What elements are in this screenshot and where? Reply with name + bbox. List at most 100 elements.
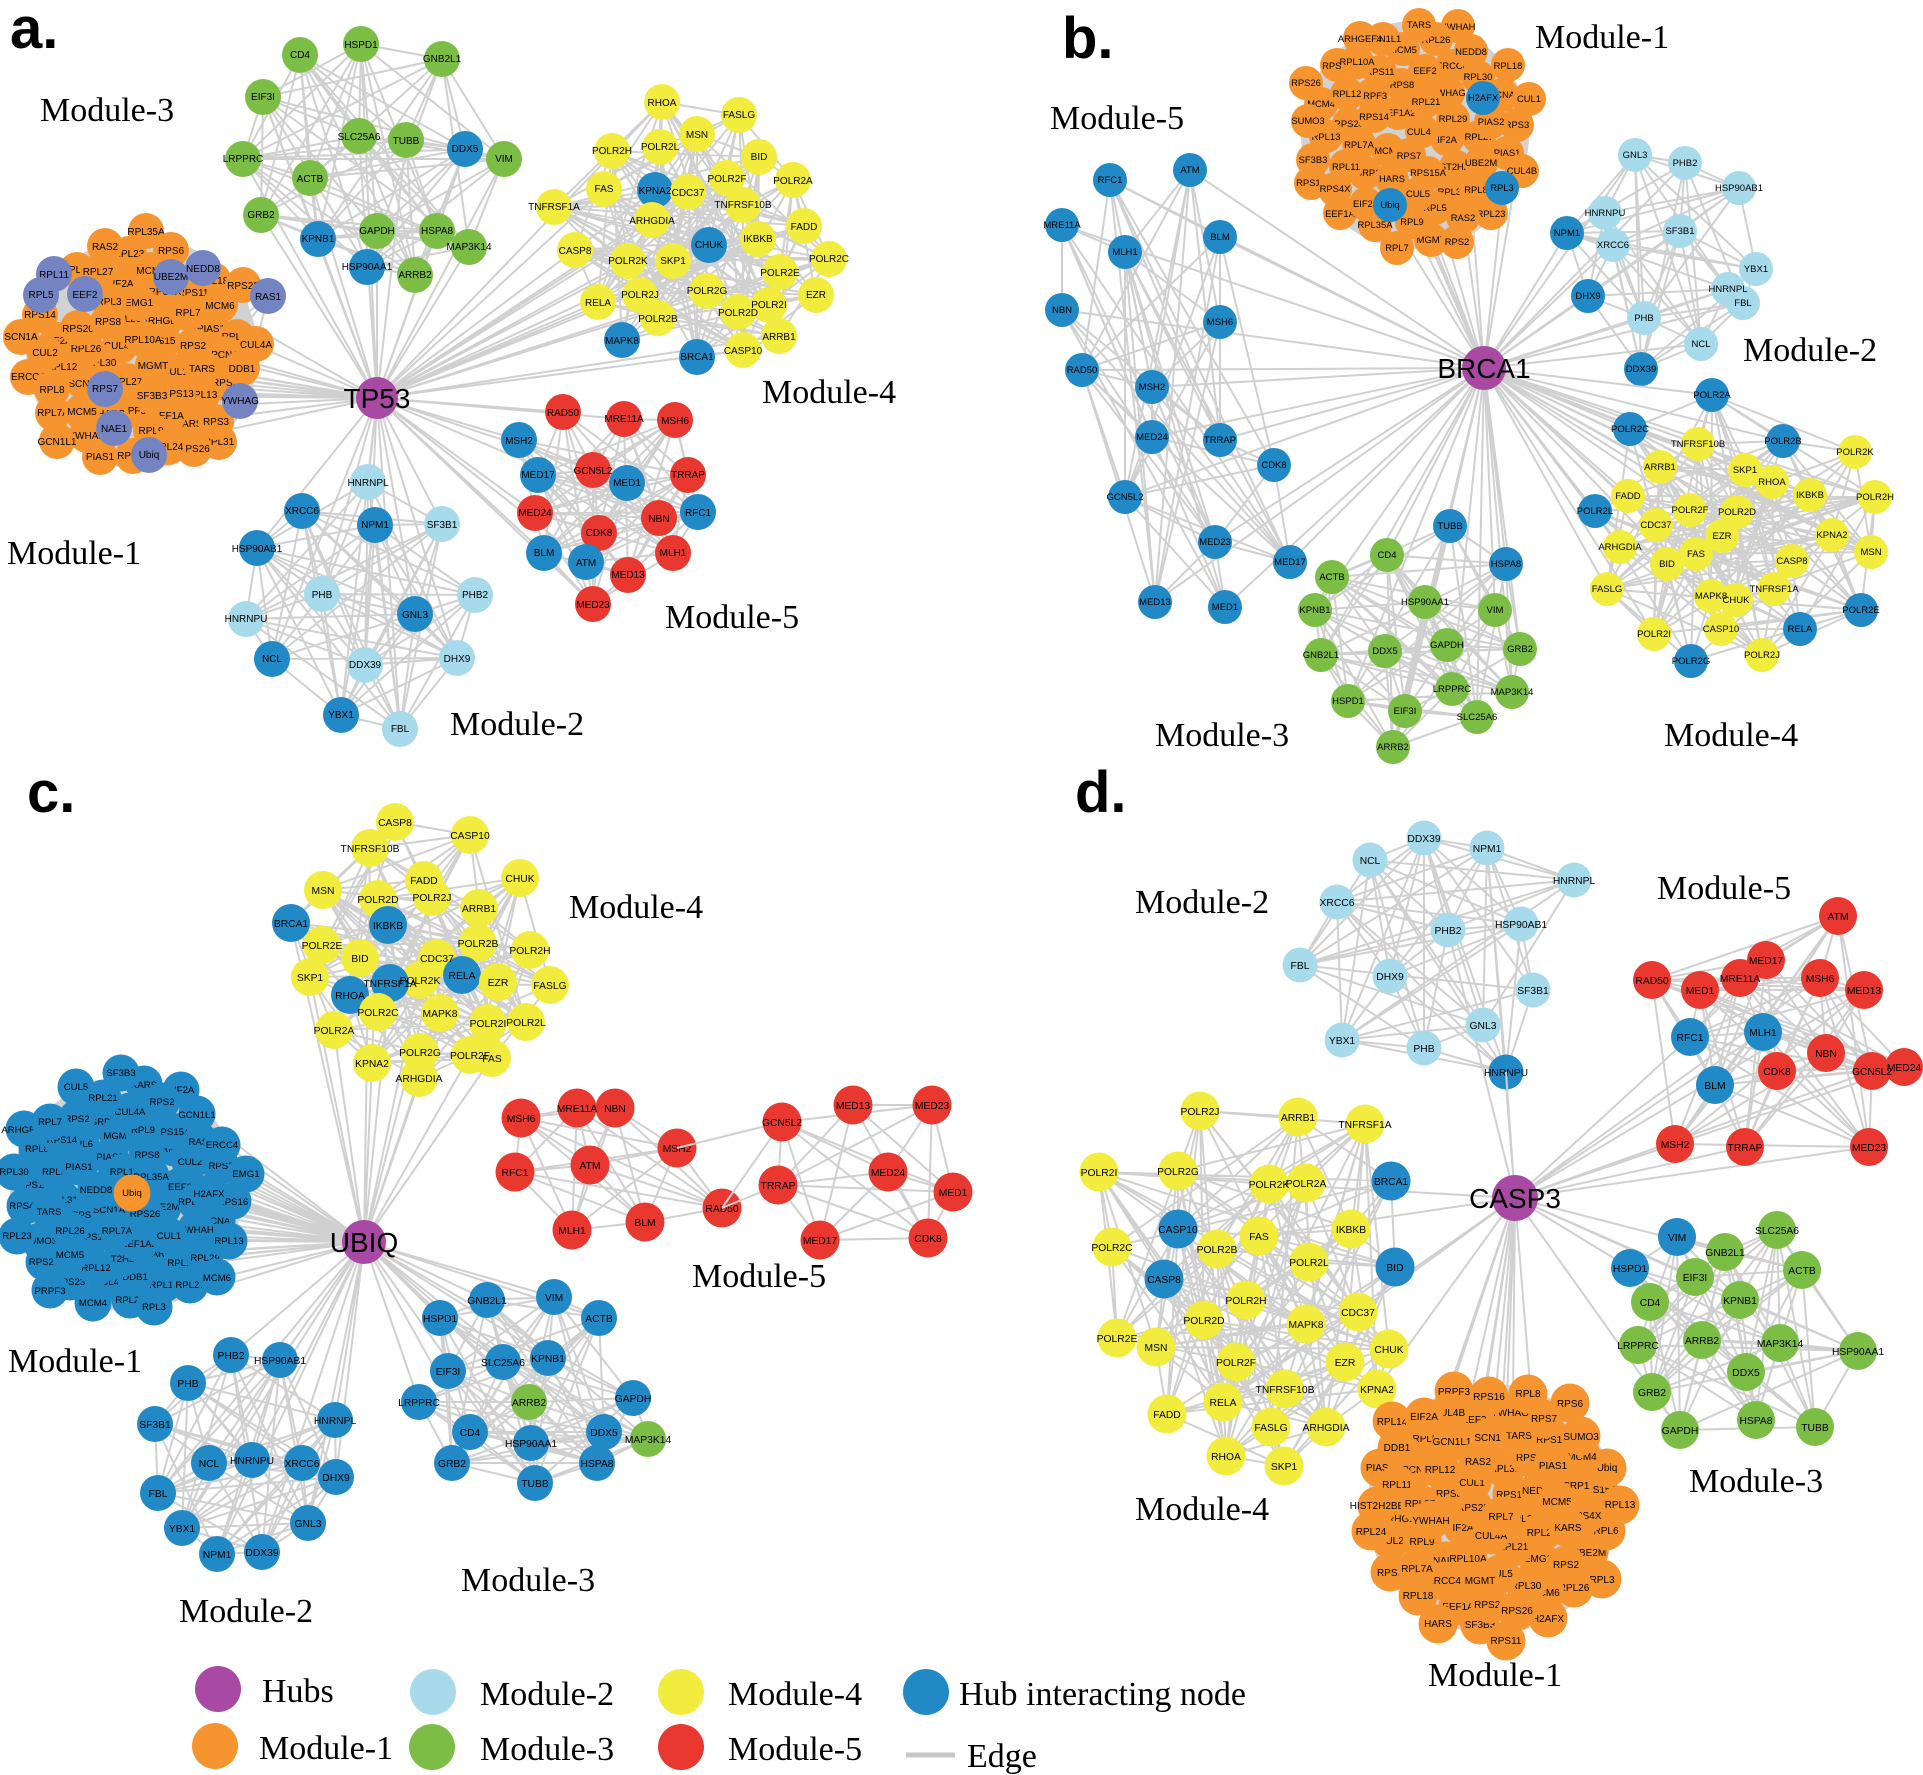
- svg-text:ARHGDIA: ARHGDIA: [629, 216, 675, 227]
- svg-text:HARS: HARS: [1424, 1619, 1452, 1630]
- svg-text:EMG1: EMG1: [125, 298, 154, 309]
- svg-text:ACTB: ACTB: [297, 174, 324, 185]
- svg-text:PIAS1: PIAS1: [1539, 1461, 1568, 1472]
- svg-text:MED23: MED23: [1852, 1143, 1887, 1154]
- svg-text:RPL30: RPL30: [1464, 71, 1493, 82]
- svg-text:RPS4X: RPS4X: [1569, 1511, 1602, 1522]
- svg-text:HSP90AA1: HSP90AA1: [342, 262, 393, 273]
- svg-text:EZR: EZR: [806, 290, 826, 301]
- svg-text:c.: c.: [27, 760, 75, 825]
- svg-text:Module-2: Module-2: [1743, 332, 1877, 369]
- svg-text:RPS15A: RPS15A: [1410, 167, 1447, 178]
- svg-text:CUL1: CUL1: [157, 1231, 182, 1242]
- svg-text:RPL13: RPL13: [1312, 131, 1341, 142]
- svg-text:RPL18: RPL18: [1403, 1591, 1434, 1602]
- svg-text:RPL9: RPL9: [131, 1125, 155, 1136]
- svg-text:ACTB: ACTB: [1788, 1266, 1816, 1277]
- svg-text:RHOA: RHOA: [1758, 477, 1786, 488]
- svg-text:CDC37: CDC37: [1640, 520, 1671, 531]
- svg-text:MAP3K14: MAP3K14: [1491, 687, 1534, 698]
- svg-text:DHX9: DHX9: [322, 1473, 350, 1484]
- svg-text:CDK8: CDK8: [1763, 1067, 1791, 1078]
- svg-text:MSN: MSN: [1860, 547, 1881, 558]
- svg-text:FAS: FAS: [482, 1054, 502, 1065]
- svg-text:RPL29: RPL29: [190, 1253, 219, 1264]
- svg-text:UBE2M: UBE2M: [1465, 157, 1497, 168]
- svg-text:RPL14: RPL14: [222, 332, 253, 343]
- svg-text:RPL11: RPL11: [1382, 1480, 1412, 1491]
- svg-text:HSP90AB1: HSP90AB1: [1495, 920, 1547, 931]
- svg-text:CASP8: CASP8: [559, 246, 592, 257]
- svg-text:RPS4X: RPS4X: [1320, 183, 1351, 194]
- svg-text:Module-1: Module-1: [1535, 19, 1669, 56]
- svg-text:YWHAH: YWHAH: [68, 431, 105, 442]
- svg-text:MED1: MED1: [1686, 986, 1715, 997]
- svg-text:POLR2H: POLR2H: [1225, 1296, 1266, 1307]
- svg-text:Hubs: Hubs: [262, 1673, 334, 1710]
- svg-text:RPS20: RPS20: [29, 1257, 59, 1268]
- svg-text:SF3B1: SF3B1: [139, 1420, 171, 1431]
- svg-text:MSN: MSN: [312, 886, 335, 897]
- svg-text:MSH2: MSH2: [663, 1144, 692, 1155]
- svg-text:MSH2: MSH2: [505, 436, 533, 447]
- svg-text:YWHAG: YWHAG: [1430, 87, 1465, 98]
- svg-text:EIF3I: EIF3I: [1394, 706, 1417, 717]
- svg-text:Module-5: Module-5: [692, 1258, 826, 1295]
- svg-text:SLC25A6: SLC25A6: [1755, 1226, 1799, 1237]
- svg-text:ARRB1: ARRB1: [1281, 1113, 1316, 1124]
- svg-text:PHB2: PHB2: [462, 590, 489, 601]
- svg-text:Ubiq: Ubiq: [139, 450, 160, 461]
- svg-text:FAS: FAS: [1687, 549, 1705, 560]
- svg-text:NBN: NBN: [604, 1104, 626, 1115]
- svg-text:SF3B1: SF3B1: [427, 520, 458, 531]
- svg-text:TNFRSF10B: TNFRSF10B: [341, 844, 400, 855]
- svg-text:SCN1A: SCN1A: [68, 379, 102, 390]
- svg-text:HSPA8: HSPA8: [421, 226, 453, 237]
- svg-text:CDC37: CDC37: [420, 954, 454, 965]
- svg-text:ARHGDIA: ARHGDIA: [1598, 542, 1642, 553]
- svg-text:RPL7: RPL7: [1488, 1512, 1513, 1523]
- svg-text:MAPK8: MAPK8: [605, 336, 639, 347]
- svg-text:RAS2: RAS2: [92, 242, 119, 253]
- svg-text:MCM5: MCM5: [1542, 1497, 1572, 1508]
- svg-text:PCNA: PCNA: [1489, 89, 1516, 100]
- svg-text:TARS: TARS: [189, 364, 215, 375]
- svg-text:FADD: FADD: [410, 876, 437, 887]
- svg-text:RAD50: RAD50: [1635, 976, 1668, 987]
- svg-text:MED24: MED24: [1887, 1063, 1922, 1074]
- svg-text:RAS2: RAS2: [1465, 1457, 1492, 1468]
- svg-text:FBL: FBL: [149, 1489, 168, 1500]
- svg-text:HIST2H2BE: HIST2H2BE: [1350, 1501, 1405, 1512]
- svg-text:GAPDH: GAPDH: [359, 226, 395, 237]
- svg-text:LRPPRC: LRPPRC: [223, 154, 264, 165]
- svg-text:MCM6: MCM6: [1374, 145, 1402, 156]
- svg-text:KPNA2: KPNA2: [1816, 530, 1847, 541]
- svg-text:CDK8: CDK8: [1261, 460, 1286, 471]
- svg-text:RHOA: RHOA: [335, 991, 365, 1002]
- svg-text:POLR2C: POLR2C: [809, 254, 849, 265]
- svg-text:FBL: FBL: [391, 724, 410, 735]
- svg-text:MRE11A: MRE11A: [604, 414, 644, 425]
- svg-text:FAS: FAS: [595, 184, 614, 195]
- svg-text:RPS16: RPS16: [1322, 60, 1352, 71]
- svg-text:SKP1: SKP1: [660, 256, 686, 267]
- svg-text:RPL13: RPL13: [214, 1236, 243, 1247]
- svg-text:HNRNPU: HNRNPU: [1585, 208, 1626, 219]
- svg-text:RPS3: RPS3: [1377, 1568, 1404, 1579]
- svg-text:POLR2E: POLR2E: [1097, 1334, 1138, 1345]
- svg-text:CUL2: CUL2: [32, 348, 58, 359]
- svg-text:NPM1: NPM1: [361, 520, 389, 531]
- svg-text:GNL3: GNL3: [295, 1519, 322, 1530]
- svg-text:MGMT: MGMT: [1465, 1576, 1496, 1587]
- svg-text:KARS: KARS: [175, 419, 203, 430]
- svg-text:GCN1L1: GCN1L1: [38, 437, 77, 448]
- svg-text:PRPF3: PRPF3: [1357, 90, 1387, 101]
- svg-text:PCNA: PCNA: [1402, 1465, 1430, 1476]
- svg-text:RPS7: RPS7: [92, 384, 119, 395]
- svg-text:MED17: MED17: [1274, 557, 1306, 568]
- svg-text:ARHGEF4: ARHGEF4: [1, 1125, 47, 1136]
- svg-text:YBX1: YBX1: [169, 1524, 196, 1535]
- svg-text:MCM5: MCM5: [56, 1250, 84, 1261]
- svg-text:EEF1A: EEF1A: [1325, 208, 1355, 219]
- svg-text:POLR2D: POLR2D: [718, 308, 758, 319]
